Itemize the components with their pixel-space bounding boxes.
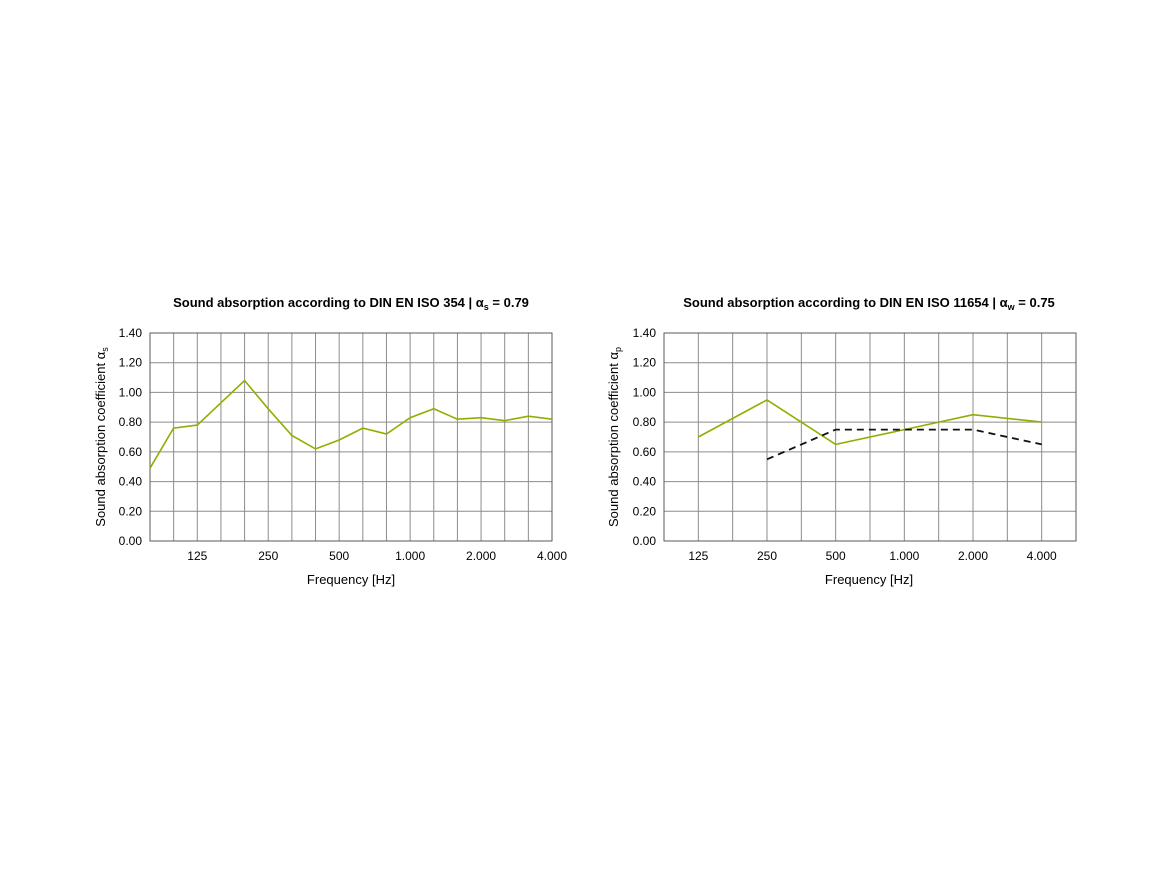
- chart-2-ytick-label: 0.60: [633, 445, 657, 459]
- chart-1: Sound absorption according to DIN EN ISO…: [93, 295, 567, 587]
- chart-1-title-prefix: Sound absorption according to DIN EN ISO…: [173, 295, 476, 310]
- chart-2-title-suffix: = 0.75: [1015, 295, 1055, 310]
- chart-2-ytick-label: 0.80: [633, 415, 657, 429]
- chart-1-xtick-label: 1.000: [395, 549, 425, 563]
- chart-1-ylabel: Sound absorption coefficient αs: [93, 347, 110, 527]
- chart-2-ylabel-symbol: α: [606, 352, 621, 360]
- chart-2-series-reference_curve-line: [766, 428, 1042, 461]
- chart-1-ytick-label: 0.60: [119, 445, 143, 459]
- chart-2-ticks: 0.00 0.20 0.40 0.60 0.80 1.00 1.20 1.40 125 250 50…: [633, 326, 1057, 563]
- chart-2-title-symbol: α: [1000, 295, 1008, 310]
- chart-2-ytick-label: 0.40: [633, 475, 657, 489]
- chart-1-title-suffix: = 0.79: [489, 295, 529, 310]
- chart-1-frame: [149, 332, 553, 542]
- chart-2-ytick-label: 0.20: [633, 504, 657, 518]
- chart-1-xtick-label: 250: [258, 549, 278, 563]
- chart-1-series: [149, 379, 553, 469]
- chart-2-ytick-label: 0.00: [633, 534, 657, 548]
- chart-1-ylabel-sub: s: [100, 347, 110, 352]
- chart-1-xlabel: Frequency [Hz]: [307, 572, 395, 587]
- chart-1-ytick-label: 0.80: [119, 415, 143, 429]
- chart-2-ylabel-text: Sound absorption coefficient: [606, 360, 621, 527]
- chart-1-ytick-label: 0.00: [119, 534, 143, 548]
- chart-2-title-sub: w: [1007, 302, 1016, 312]
- chart-2-xtick-label: 2.000: [958, 549, 988, 563]
- chart-1-ytick-label: 1.40: [119, 326, 143, 340]
- chart-1-title-symbol: α: [476, 295, 484, 310]
- chart-2-xtick-label: 1.000: [889, 549, 919, 563]
- chart-2-series: [697, 398, 1042, 461]
- chart-1-xtick-label: 125: [187, 549, 207, 563]
- chart-1-ytick-label: 0.40: [119, 475, 143, 489]
- chart-2-title: Sound absorption according to DIN EN ISO…: [683, 295, 1055, 312]
- chart-1-ylabel-symbol: α: [93, 351, 108, 359]
- chart-1-xtick-label: 500: [329, 549, 349, 563]
- chart-2-ylabel-sub: p: [613, 347, 623, 352]
- chart-2-title-prefix: Sound absorption according to DIN EN ISO…: [683, 295, 999, 310]
- chart-2-ytick-label: 1.20: [633, 356, 657, 370]
- chart-1-title: Sound absorption according to DIN EN ISO…: [173, 295, 529, 312]
- chart-2-xtick-label: 250: [757, 549, 777, 563]
- chart-2-ytick-label: 1.00: [633, 385, 657, 399]
- chart-2-xtick-label: 125: [688, 549, 708, 563]
- chart-1-ticks: 0.00 0.20 0.40 0.60 0.80 1.00 1.20 1.40 125 250 50…: [119, 326, 568, 563]
- chart-1-ytick-label: 1.20: [119, 356, 143, 370]
- chart-2-xtick-label: 4.000: [1027, 549, 1057, 563]
- chart-2-series-alpha_p-line: [697, 398, 1042, 446]
- chart-2-ytick-label: 1.40: [633, 326, 657, 340]
- chart-2-xlabel: Frequency [Hz]: [825, 572, 913, 587]
- chart-1-title-sub: s: [484, 302, 489, 312]
- chart-1-series-alpha_s-line: [149, 379, 553, 469]
- chart-1-ytick-label: 0.20: [119, 504, 143, 518]
- chart-2-frame: [663, 332, 1077, 542]
- chart-1-ytick-label: 1.00: [119, 385, 143, 399]
- chart-2-ylabel: Sound absorption coefficient αp: [606, 347, 623, 527]
- chart-1-xtick-label: 4.000: [537, 549, 567, 563]
- chart-1-grid: [149, 332, 553, 542]
- chart-2-xtick-label: 500: [826, 549, 846, 563]
- chart-1-ylabel-text: Sound absorption coefficient: [93, 359, 108, 526]
- chart-1-xtick-label: 2.000: [466, 549, 496, 563]
- chart-2: Sound absorption according to DIN EN ISO…: [606, 295, 1077, 587]
